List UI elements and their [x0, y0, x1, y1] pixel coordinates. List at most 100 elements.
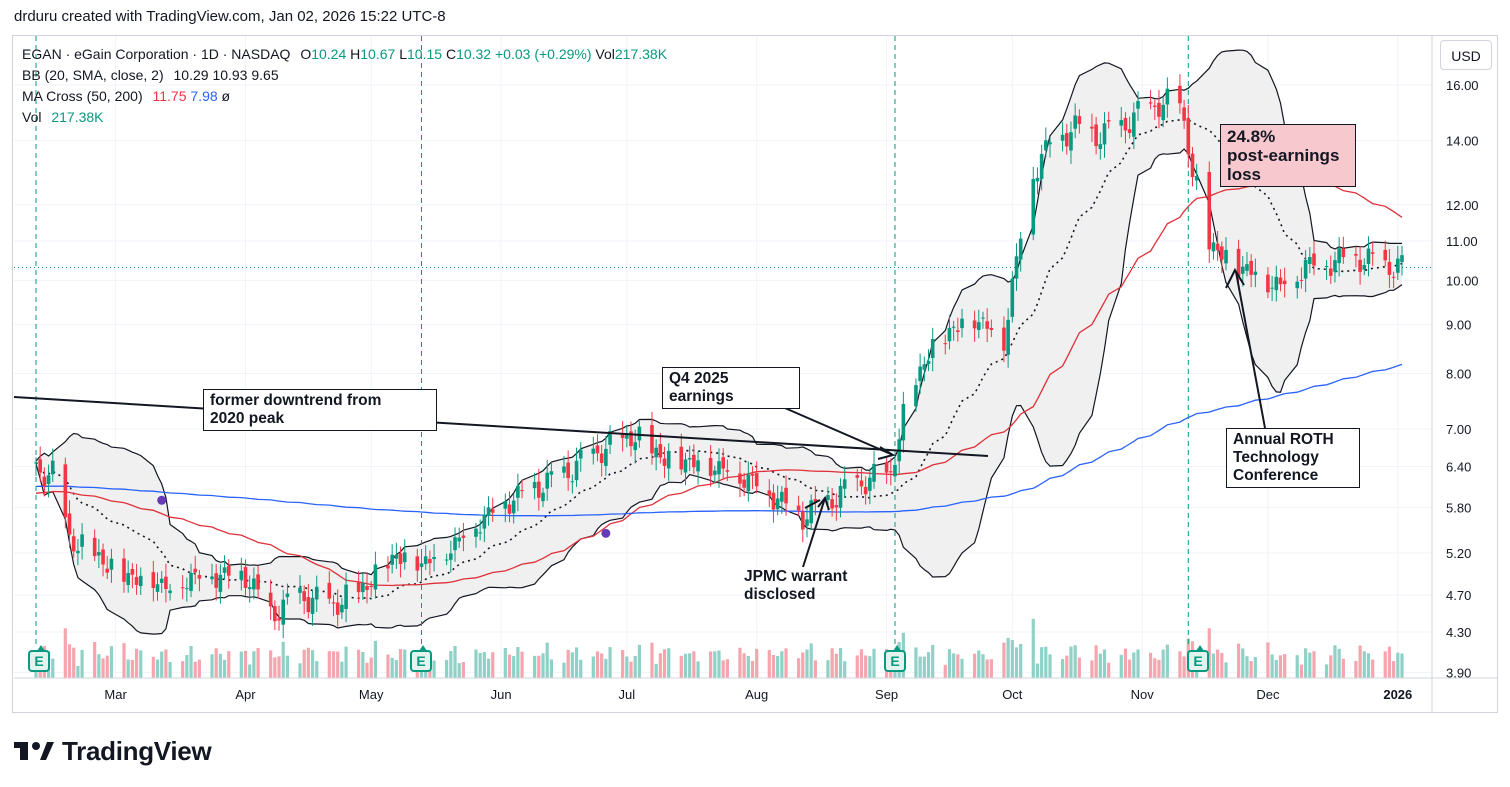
candle-body — [1102, 123, 1107, 145]
volume-bar — [545, 642, 549, 678]
volume-bar — [281, 641, 285, 678]
candle-body — [981, 317, 985, 319]
volume-bar — [1065, 655, 1069, 678]
volume-bar — [1031, 618, 1035, 678]
volume-bar — [243, 650, 248, 678]
volume-bar — [776, 656, 780, 678]
candle-body — [989, 327, 994, 331]
volume-bar — [931, 644, 935, 678]
volume-bar — [662, 649, 667, 678]
candle-body — [1328, 268, 1333, 276]
candle-body — [1157, 102, 1161, 117]
candle-body — [1211, 242, 1216, 252]
candle-body — [423, 556, 428, 565]
volume-bar — [398, 648, 403, 678]
candle-body — [268, 592, 273, 607]
candle-body — [1253, 271, 1258, 275]
earnings-badge-icon[interactable]: E — [410, 645, 432, 672]
candle-body — [826, 495, 830, 500]
volume-bar — [210, 654, 214, 678]
candle-body — [1337, 248, 1341, 264]
volume-bar — [269, 650, 273, 678]
volume-bar — [1107, 662, 1111, 678]
earnings-badge-icon[interactable]: E — [884, 645, 906, 672]
volume-bar — [918, 656, 922, 678]
candle-body — [185, 588, 189, 590]
volume-bar — [1069, 646, 1073, 678]
volume-bar — [1019, 644, 1023, 678]
candle-body — [105, 568, 110, 573]
ma-long-value: 7.98 — [190, 88, 218, 104]
volume-bar — [214, 648, 218, 678]
volume-bar — [109, 646, 114, 678]
candle-body — [344, 584, 348, 609]
candle-body — [830, 499, 834, 509]
legend-bb-row[interactable]: BB (20, SMA, close, 2) 10.29 10.93 9.65 — [22, 65, 667, 86]
volume-bar — [621, 649, 625, 678]
candle-body — [76, 550, 80, 554]
candle-body — [1090, 126, 1094, 129]
candle-body — [750, 473, 755, 476]
close-value: 10.32 — [456, 46, 492, 62]
volume-bar — [1006, 637, 1010, 678]
candle-body — [972, 320, 977, 329]
volume-bar — [164, 649, 168, 678]
x-tick-label: 2026 — [1383, 687, 1412, 702]
y-tick-label: 10.00 — [1446, 274, 1479, 289]
candle-body — [155, 584, 160, 592]
volume-bar — [633, 655, 637, 678]
candle-body — [868, 477, 872, 491]
volume-bar — [1329, 655, 1333, 678]
volume-bar — [767, 649, 771, 678]
volume-bar — [1002, 642, 1006, 678]
legend-symbol-row: EGAN · eGain Corporation · 1D · NASDAQ O… — [22, 44, 667, 65]
legend-ma-row[interactable]: MA Cross (50, 200) 11.75 7.98 ø — [22, 86, 667, 107]
volume-bar — [725, 659, 729, 678]
y-tick-label: 11.00 — [1446, 234, 1478, 249]
candle-body — [1035, 177, 1040, 182]
candle-body — [738, 473, 742, 484]
volume-bar — [1073, 645, 1077, 678]
candle-body — [901, 403, 906, 441]
candle-body — [50, 460, 55, 475]
earnings-badge-icon[interactable]: E — [1187, 645, 1209, 672]
candle-body — [1245, 264, 1249, 271]
volume-bar — [709, 651, 713, 678]
candle-body — [419, 563, 424, 568]
volume-bar — [830, 648, 834, 678]
volume-bar — [239, 651, 243, 678]
candle-body — [1333, 260, 1337, 272]
created-with-line: drduru created with TradingView.com, Jan… — [14, 8, 446, 25]
candle-body — [361, 582, 365, 593]
symbol-name[interactable]: EGAN · eGain Corporation · 1D · NASDAQ — [22, 46, 291, 62]
earnings-badge-icon[interactable]: E — [28, 645, 50, 672]
volume-bar — [432, 660, 436, 678]
volume-bar — [922, 656, 926, 678]
volume-bar — [185, 655, 189, 678]
candle-body — [1073, 115, 1077, 129]
bb-upper-value: 10.93 — [212, 67, 248, 83]
candle-body — [625, 434, 629, 439]
candle-body — [754, 473, 759, 487]
candle-body — [1165, 88, 1170, 105]
high-label: H — [350, 46, 361, 62]
candle-body — [356, 581, 361, 593]
tradingview-logo[interactable]: TradingView — [14, 736, 212, 766]
candle-body — [1387, 261, 1392, 275]
volume-bar — [93, 641, 97, 678]
legend-vol-row[interactable]: Vol 217.38K — [22, 107, 667, 128]
volume-bar — [277, 656, 281, 678]
q4-arrow — [777, 404, 896, 460]
volume-bar — [1333, 645, 1337, 678]
volume-bar — [1040, 647, 1044, 678]
volume-bar — [654, 663, 658, 678]
annotation-downtrend: former downtrend from 2020 peak — [203, 389, 437, 431]
candle-body — [1236, 248, 1241, 277]
candle-body — [239, 570, 244, 580]
candle-body — [340, 604, 344, 613]
y-tick-label: 4.30 — [1446, 625, 1471, 640]
currency-button[interactable]: USD — [1440, 40, 1492, 70]
volume-bar — [696, 661, 700, 678]
candle-body — [884, 461, 889, 473]
